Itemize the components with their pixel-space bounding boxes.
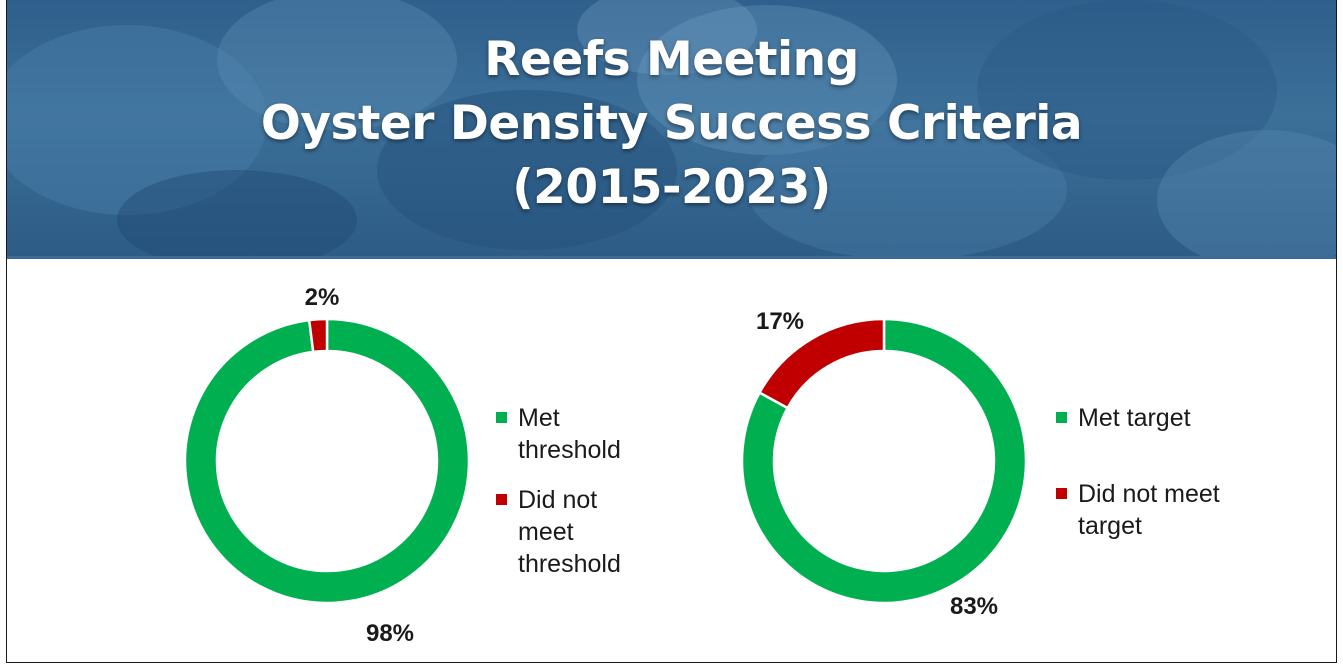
legend-label: Did not meet threshold: [518, 486, 621, 578]
donut-slice-met: [183, 317, 471, 605]
data-label: 83%: [950, 593, 998, 620]
title-line-3: (2015-2023): [512, 160, 831, 215]
green-swatch-icon: [496, 412, 507, 423]
green-swatch-icon: [1056, 412, 1067, 423]
legend-label: Met threshold: [518, 404, 621, 464]
red-swatch-icon: [496, 494, 507, 505]
legend-label: Did not meet target: [1078, 480, 1220, 540]
legend-label: Met target: [1078, 404, 1191, 432]
donut-slice-not-met: [307, 317, 329, 354]
legend-threshold: Met threshold Did not meet threshold: [496, 402, 643, 598]
donut-slice-not-met: [757, 317, 886, 410]
title-banner: Reefs Meeting Oyster Density Success Cri…: [7, 0, 1336, 256]
data-label: 17%: [756, 308, 804, 335]
oyster-background-image: [7, 0, 1336, 256]
title-line-2: Oyster Density Success Criteria: [260, 96, 1083, 151]
data-label: 98%: [366, 620, 414, 647]
legend-target: Met target Did not meet target: [1056, 402, 1228, 560]
legend-item-did-not-meet-target: Did not meet target: [1056, 478, 1228, 542]
legend-item-met-target: Met target: [1056, 402, 1228, 434]
data-label: 2%: [305, 284, 340, 311]
page-title: Reefs Meeting Oyster Density Success Cri…: [7, 28, 1336, 220]
legend-item-met-threshold: Met threshold: [496, 402, 643, 466]
red-swatch-icon: [1056, 488, 1067, 499]
donut-charts: 98% 2% 83% 17%: [183, 284, 1028, 647]
banner-divider: [7, 256, 1336, 259]
legend-item-did-not-meet-threshold: Did not meet threshold: [496, 484, 643, 580]
slide-frame: Reefs Meeting Oyster Density Success Cri…: [6, 0, 1337, 663]
title-line-1: Reefs Meeting: [484, 32, 859, 87]
donut-slice-met: [740, 317, 1028, 605]
